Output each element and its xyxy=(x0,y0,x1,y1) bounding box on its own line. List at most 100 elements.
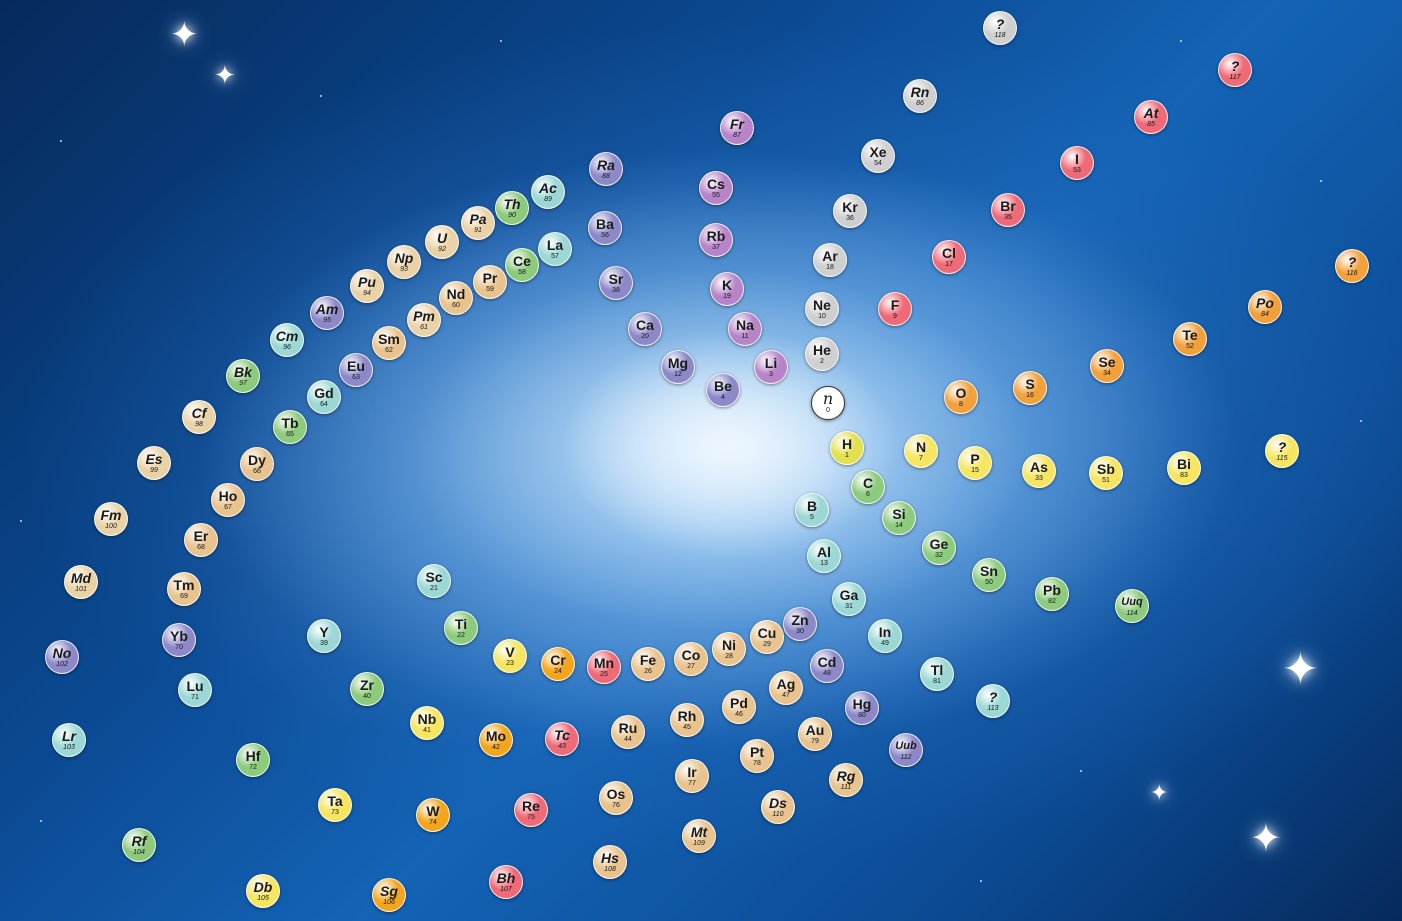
element-symbol: Ce xyxy=(513,252,531,269)
star-speck-icon xyxy=(1360,420,1362,422)
element-symbol: Ds xyxy=(769,794,787,811)
element-number: 3 xyxy=(769,370,773,378)
element-symbol: K xyxy=(721,276,733,293)
element-number: 118 xyxy=(994,31,1006,39)
element-38: Sr 38 xyxy=(599,266,633,300)
element-symbol: Te xyxy=(1182,326,1198,343)
element-number: 110 xyxy=(772,810,784,818)
element-89: Ac 89 xyxy=(531,175,565,209)
element-55: Cs 55 xyxy=(699,171,733,205)
element-number: 31 xyxy=(845,602,853,610)
element-number: 12 xyxy=(674,370,682,378)
element-15: P 15 xyxy=(958,446,992,480)
element-symbol: Cl xyxy=(942,244,956,261)
element-62: Sm 62 xyxy=(372,326,406,360)
element-44: Ru 44 xyxy=(611,715,645,749)
element-number: 69 xyxy=(180,592,188,600)
element-number: 43 xyxy=(558,742,566,750)
element-37: Rb 37 xyxy=(699,223,733,257)
element-number: 84 xyxy=(1261,310,1269,318)
star-speck-icon xyxy=(20,520,22,522)
element-74: W 74 xyxy=(416,798,450,832)
element-number: 18 xyxy=(826,263,834,271)
element-number: 55 xyxy=(712,191,720,199)
element-103: Lr 103 xyxy=(52,723,86,757)
element-number: 67 xyxy=(224,503,232,511)
element-number: 114 xyxy=(1126,609,1138,617)
element-symbol: Al xyxy=(817,543,831,560)
element-symbol: Lu xyxy=(186,677,204,694)
element-number: 111 xyxy=(840,783,852,791)
element-63: Eu 63 xyxy=(339,353,373,387)
element-32: Ge 32 xyxy=(922,531,956,565)
element-symbol: Y xyxy=(319,623,329,640)
element-number: 1 xyxy=(845,451,849,459)
element-symbol: Li xyxy=(764,354,778,371)
element-symbol: I xyxy=(1075,150,1079,167)
element-53: I 53 xyxy=(1060,146,1094,180)
element-65: Tb 65 xyxy=(273,410,307,444)
element-symbol: As xyxy=(1030,458,1048,475)
element-12: Mg 12 xyxy=(661,350,695,384)
element-number: 80 xyxy=(858,711,866,719)
element-84: Po 84 xyxy=(1248,290,1282,324)
element-41: Nb 41 xyxy=(410,706,444,740)
element-symbol: At xyxy=(1143,104,1159,121)
element-108: Hs 108 xyxy=(593,845,627,879)
element-symbol: Ba xyxy=(596,215,614,232)
element-number: 27 xyxy=(687,662,695,670)
element-number: 62 xyxy=(385,346,393,354)
element-100: Fm 100 xyxy=(94,502,128,536)
element-number: 54 xyxy=(874,159,882,167)
element-symbol: Mg xyxy=(667,354,689,371)
element-22: Ti 22 xyxy=(444,611,478,645)
element-symbol: Rg xyxy=(836,767,856,784)
element-symbol: Sr xyxy=(608,270,624,287)
element-56: Ba 56 xyxy=(588,211,622,245)
element-64: Gd 64 xyxy=(307,380,341,414)
element-number: 35 xyxy=(1004,213,1012,221)
element-39: Y 39 xyxy=(307,619,341,653)
sparkle-star-icon: ✦ xyxy=(214,60,236,90)
element-31: Ga 31 xyxy=(832,582,866,616)
element-symbol: Cr xyxy=(550,651,566,668)
element-symbol: Rh xyxy=(677,707,697,724)
element-symbol: Ra xyxy=(597,156,615,173)
element-14: Si 14 xyxy=(882,501,916,535)
element-number: 8 xyxy=(959,400,963,408)
element-106: Sg 106 xyxy=(372,878,406,912)
element-symbol: Pu xyxy=(358,273,376,290)
element-symbol: Ti xyxy=(454,615,468,632)
element-number: 21 xyxy=(430,584,438,592)
element-number: 13 xyxy=(820,559,828,567)
element-33: As 33 xyxy=(1022,454,1056,488)
element-59: Pr 59 xyxy=(473,265,507,299)
element-number: 81 xyxy=(933,677,941,685)
element-116: ? 116 xyxy=(1335,249,1369,283)
element-number: 41 xyxy=(423,726,431,734)
element-symbol: ? xyxy=(1230,57,1240,74)
element-94: Pu 94 xyxy=(350,269,384,303)
element-95: Am 95 xyxy=(310,296,344,330)
star-speck-icon xyxy=(980,880,982,882)
element-111: Rg 111 xyxy=(829,763,863,797)
element-45: Rh 45 xyxy=(670,703,704,737)
element-symbol: Pm xyxy=(413,307,435,324)
element-number: 92 xyxy=(438,245,446,253)
element-number: 88 xyxy=(602,172,610,180)
element-symbol: Es xyxy=(145,450,163,467)
element-number: 34 xyxy=(1103,369,1111,377)
element-symbol: Ir xyxy=(687,763,697,780)
element-52: Te 52 xyxy=(1173,322,1207,356)
element-number: 42 xyxy=(492,743,500,751)
element-number: 65 xyxy=(286,430,294,438)
star-speck-icon xyxy=(1180,40,1182,42)
element-26: Fe 26 xyxy=(631,647,665,681)
element-61: Pm 61 xyxy=(407,303,441,337)
element-88: Ra 88 xyxy=(589,152,623,186)
element-20: Ca 20 xyxy=(628,312,662,346)
element-symbol: Np xyxy=(394,249,414,266)
element-number: 4 xyxy=(721,393,725,401)
element-number: 108 xyxy=(604,865,616,873)
